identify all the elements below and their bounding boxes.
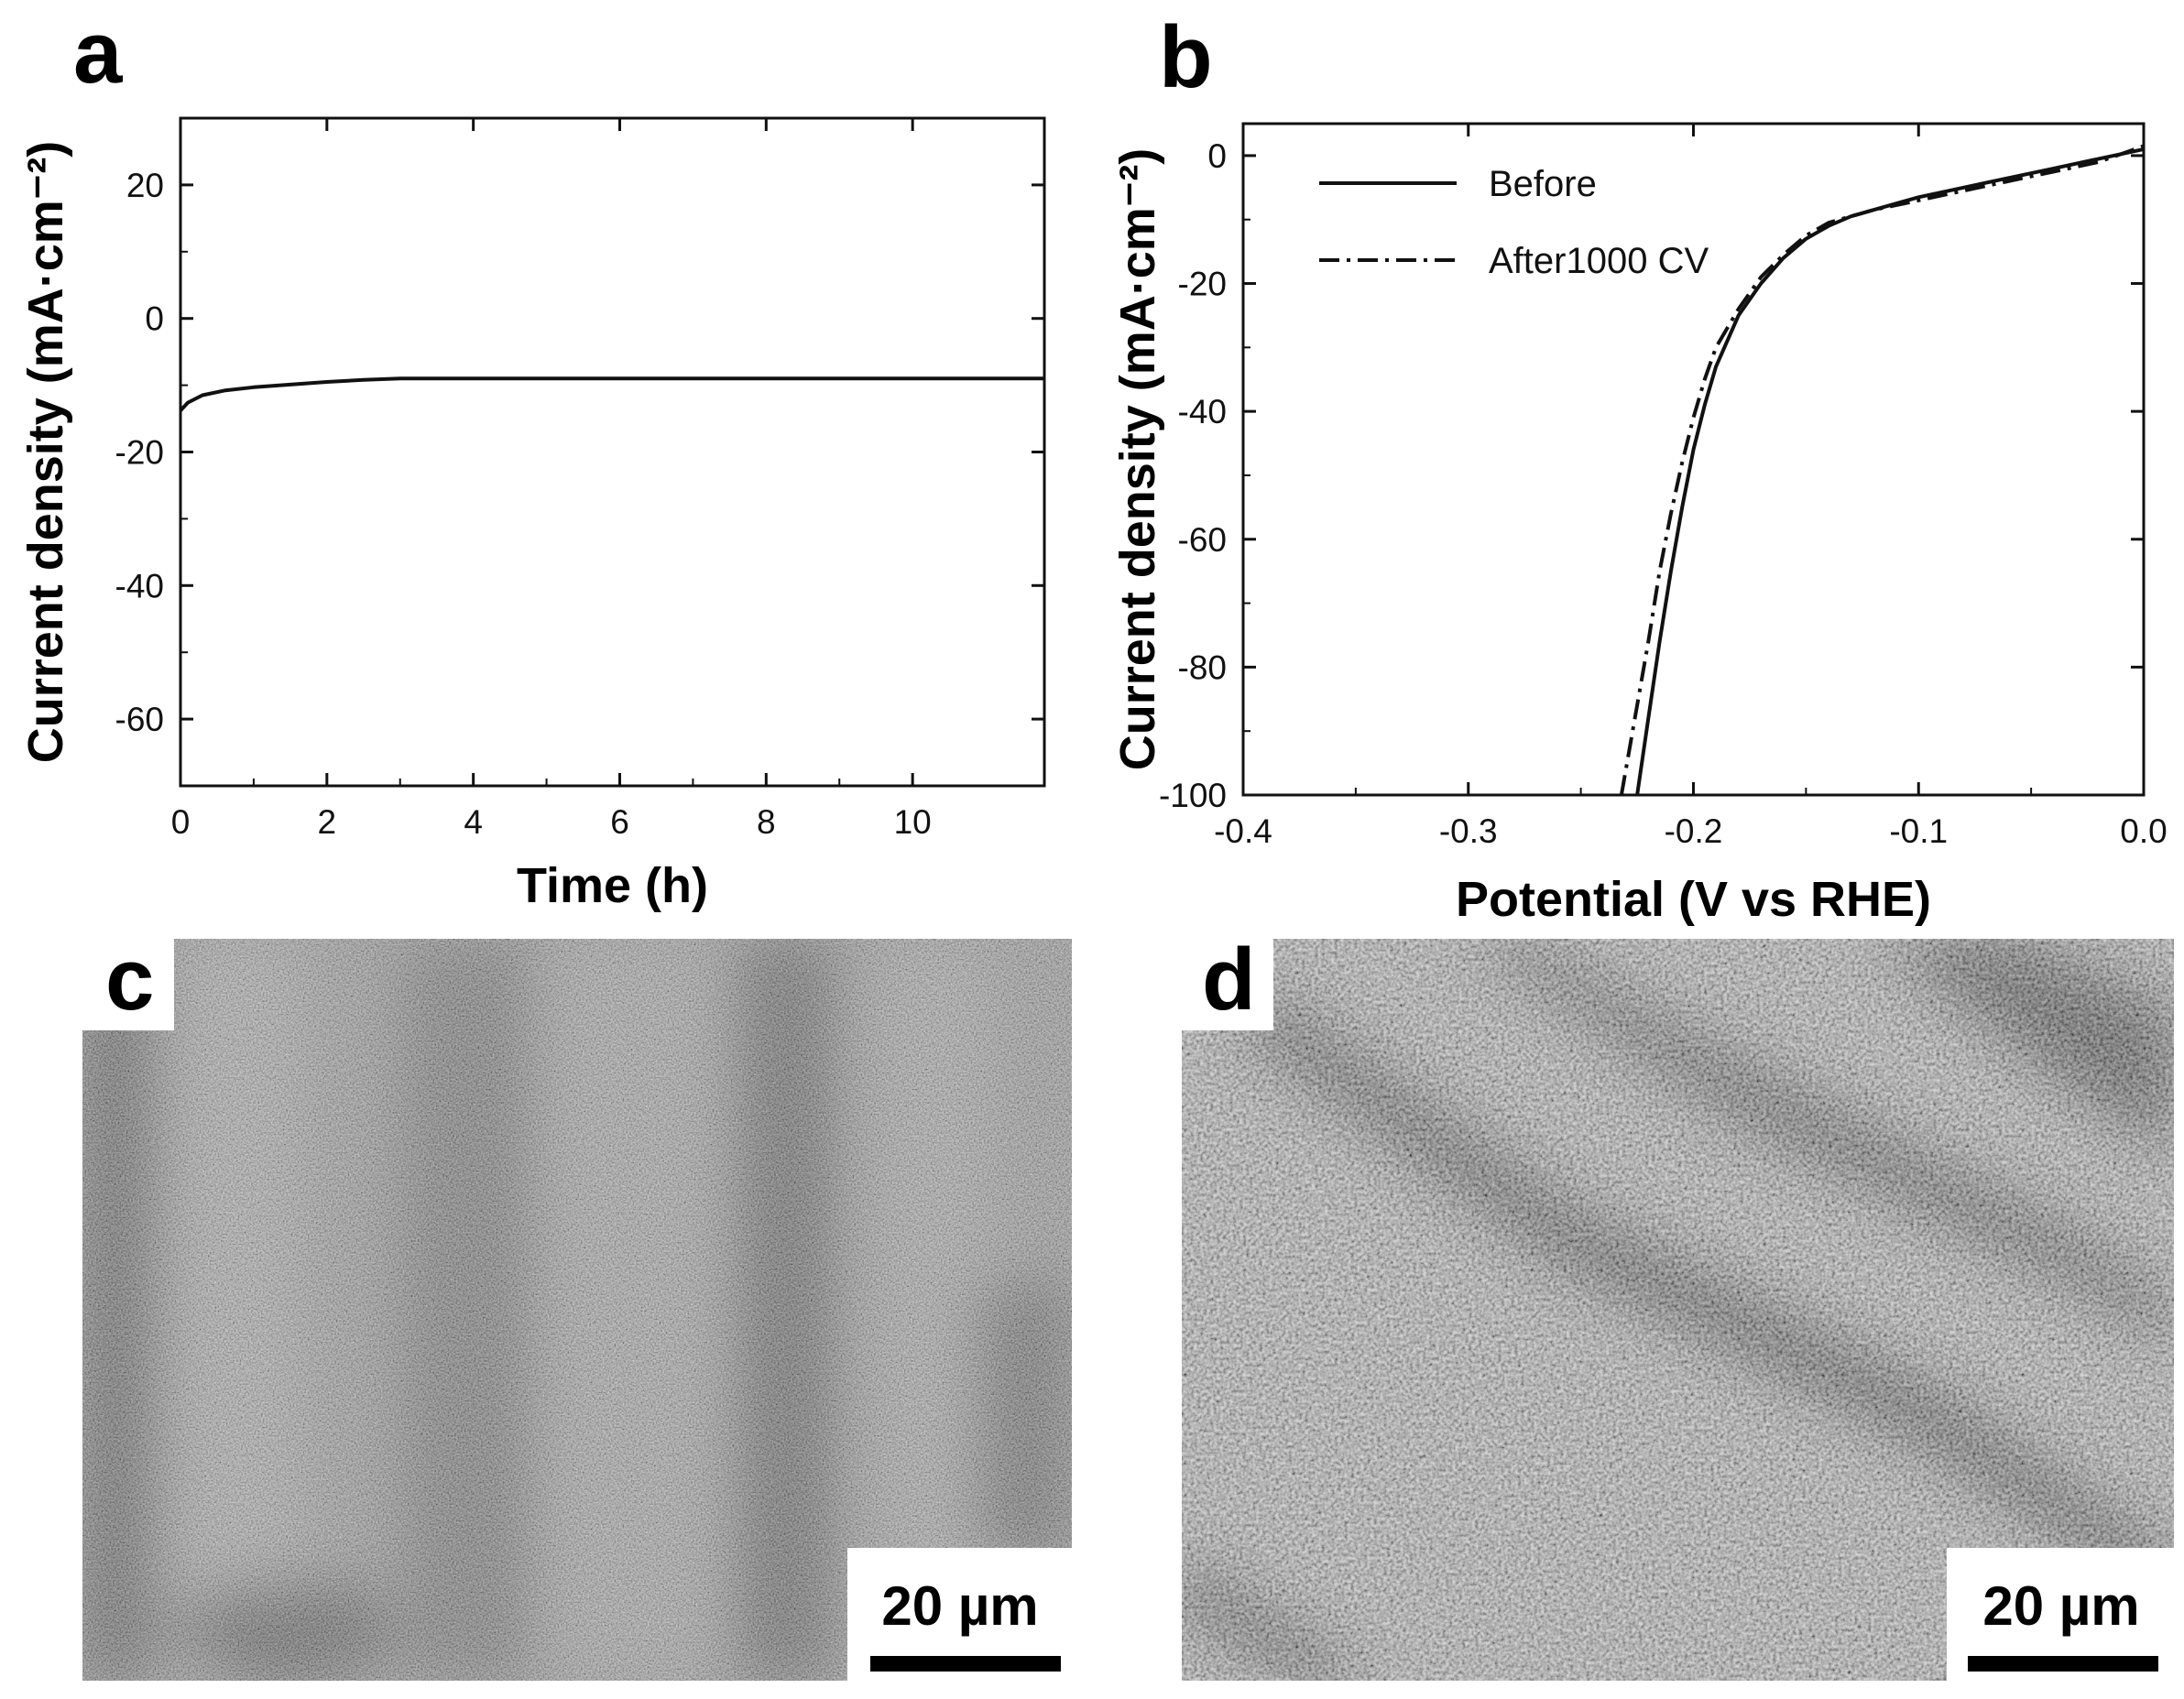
chart-b-y-tick-label: -80 bbox=[1178, 648, 1227, 686]
chart-a-x-tick-label: 4 bbox=[464, 803, 483, 841]
scale-bar-c bbox=[870, 1656, 1061, 1672]
chart-a-frame bbox=[179, 116, 1046, 788]
chart-a-series-0-line bbox=[179, 376, 1044, 412]
chart-b-y-tick-label: -60 bbox=[1178, 521, 1227, 559]
chart-a-y-tick-label: 0 bbox=[145, 300, 164, 338]
chart-a-x-tick-label: 10 bbox=[894, 803, 932, 841]
scale-bar-d bbox=[1968, 1656, 2158, 1672]
chart-a-x-tick-label: 6 bbox=[610, 803, 629, 841]
chart-b-x-tick-label: -0.1 bbox=[1889, 812, 1948, 850]
chart-b: -0.4 -0.3 -0.2 -0.1 0.0 0 -20 -40 -60 -80 -100 Pote… bbox=[1110, 122, 2168, 927]
chart-b-legend-label-1: After1000 CV bbox=[1489, 241, 1709, 281]
chart-b-x-tick-label: 0.0 bbox=[2120, 812, 2167, 850]
chart-a-x-tick-label: 8 bbox=[757, 803, 776, 841]
panel-d-letter: d bbox=[1202, 931, 1256, 1029]
chart-b-x-tick-label: -0.4 bbox=[1214, 812, 1272, 850]
panel-a-letter: a bbox=[73, 4, 123, 102]
chart-a-x-tick-label: 2 bbox=[318, 803, 337, 841]
panel-b-letter: b bbox=[1159, 8, 1213, 106]
chart-b-y-tick-label: 0 bbox=[1207, 137, 1227, 175]
chart-b-y-tick-label: -40 bbox=[1178, 393, 1227, 430]
panel-d-letter-box bbox=[1182, 939, 1273, 1030]
chart-b-legend-label-0: Before bbox=[1489, 164, 1597, 204]
chart-a: 0 2 4 6 8 10 20 0 -20 -40 -60 Time (h) Current densi… bbox=[18, 116, 1046, 913]
chart-b-x-tick-label: -0.2 bbox=[1665, 812, 1723, 850]
chart-b-y-tick-label: -100 bbox=[1159, 777, 1227, 814]
chart-a-y-tick-label: 20 bbox=[126, 167, 164, 204]
chart-b-series-0-line bbox=[1635, 147, 2145, 796]
panel-c-letter: c bbox=[105, 931, 154, 1029]
chart-b-frame bbox=[1241, 122, 2146, 797]
chart-b-x-tick-label: -0.3 bbox=[1439, 812, 1498, 850]
chart-b-y-axis-title: Current density (mA·cm⁻²) bbox=[1110, 148, 1165, 771]
chart-a-y-tick-label: -40 bbox=[115, 567, 164, 604]
chart-a-x-tick-label: 0 bbox=[171, 803, 191, 841]
scale-bar-label-c: 20 µm bbox=[881, 1575, 1038, 1637]
chart-a-y-tick-label: -20 bbox=[115, 434, 164, 472]
panel-c-letter-box bbox=[82, 939, 174, 1030]
chart-a-y-axis-title: Current density (mA·cm⁻²) bbox=[18, 141, 73, 764]
scale-bar-label-d: 20 µm bbox=[1982, 1575, 2139, 1637]
chart-b-series-1-line bbox=[1619, 144, 2145, 796]
chart-b-y-tick-label: -20 bbox=[1178, 266, 1227, 303]
chart-a-y-tick-label: -60 bbox=[115, 701, 164, 738]
chart-a-x-axis-title: Time (h) bbox=[517, 858, 708, 913]
chart-b-x-axis-title: Potential (V vs RHE) bbox=[1456, 872, 1931, 927]
